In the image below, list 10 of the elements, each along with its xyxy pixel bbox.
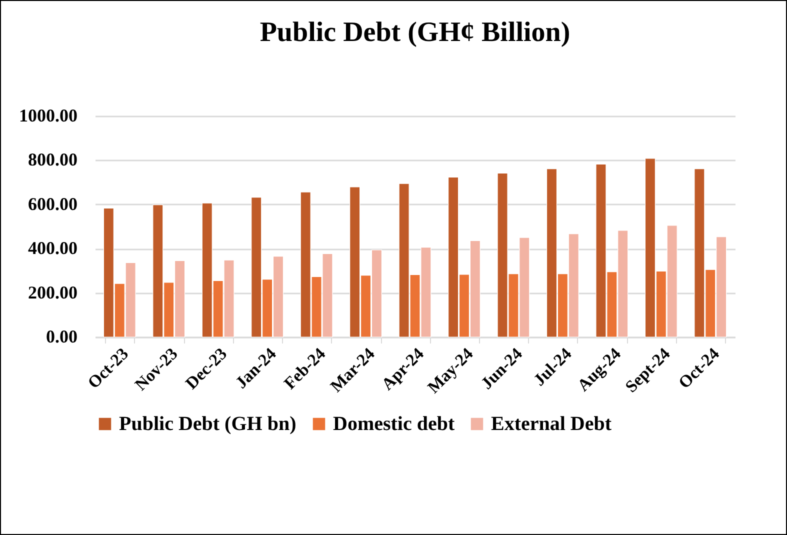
y-tick-label: 1000.00	[19, 106, 78, 126]
legend-label: Public Debt (GH bn)	[119, 413, 296, 435]
chart-title: Public Debt (GH¢ Billion)	[260, 17, 570, 48]
legend-label: External Debt	[491, 413, 612, 435]
legend-label: Domestic debt	[333, 413, 455, 435]
y-tick-label: 0.00	[46, 326, 78, 346]
y-tick-label: 400.00	[28, 238, 78, 258]
y-tick-label: 800.00	[28, 150, 78, 170]
y-tick-label: 600.00	[28, 194, 78, 214]
y-tick-label: 200.00	[28, 282, 78, 302]
